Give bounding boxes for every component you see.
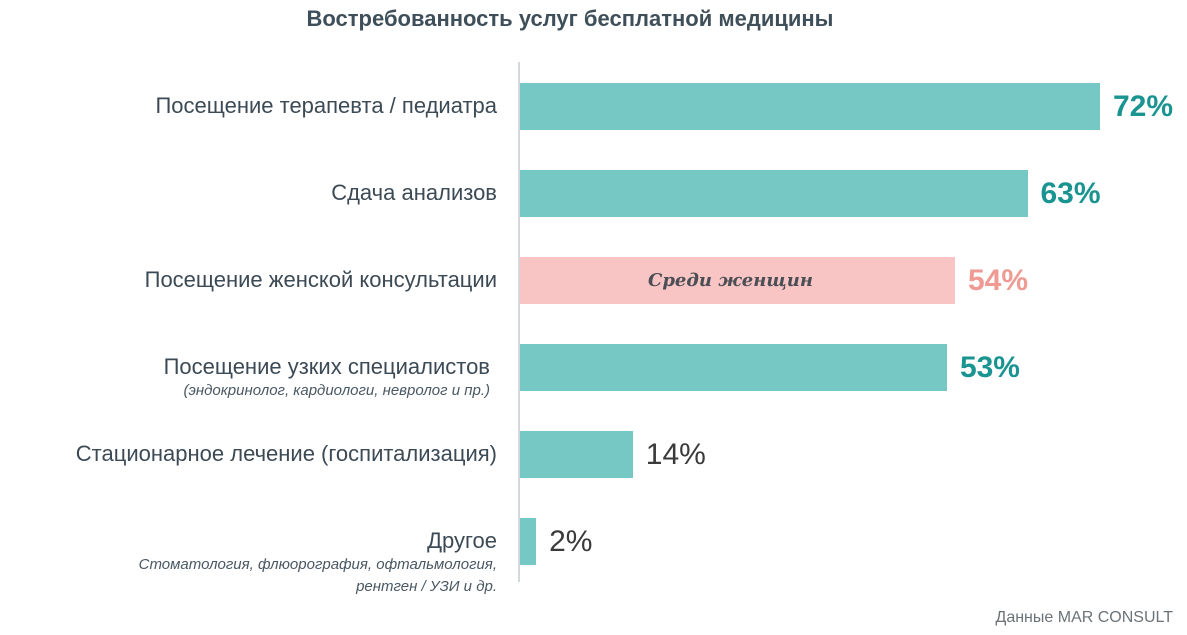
category-label-text: Сдача анализов (331, 180, 497, 205)
category-label-text: Стационарное лечение (госпитализация) (75, 441, 497, 466)
source-note: Данные MAR CONSULT (995, 609, 1173, 626)
category-label-text: Посещение узких специалистов (163, 354, 490, 379)
category-sublabel: Стоматология, флюорография, офтальмологи… (138, 556, 497, 573)
data-label: 63% (1040, 176, 1101, 210)
category-label: Другое Стоматология, флюорография, офталь… (139, 528, 497, 598)
category-label: Посещение женской консультации (145, 267, 497, 293)
bar (520, 343, 947, 391)
category-axis-line (518, 62, 520, 582)
data-label: 72% (1113, 89, 1174, 123)
bar (520, 169, 1028, 217)
data-label: 53% (959, 350, 1020, 384)
category-label: Посещение терапевта / педиатра (155, 93, 497, 119)
category-sublabel: (эндокринолог, кардиологи, невролог и пр… (183, 382, 490, 399)
category-label: Посещение узких специалистов (эндокриноло… (164, 354, 490, 402)
category-label-text: Посещение терапевта / педиатра (155, 93, 497, 118)
data-label: 54% (968, 263, 1029, 297)
category-label-text: Посещение женской консультации (144, 267, 497, 292)
category-label: Стационарное лечение (госпитализация) (76, 441, 497, 467)
category-label: Сдача анализов (331, 180, 497, 206)
bar (520, 430, 633, 478)
chart-title: Востребованность услуг бесплатной медици… (306, 6, 834, 31)
bar (520, 82, 1100, 130)
category-label-text: Другое (427, 528, 497, 553)
category-sublabel: рентген / УЗИ и др. (356, 578, 497, 595)
bar (520, 517, 537, 565)
data-label: 14% (645, 437, 706, 471)
data-label: 2% (549, 524, 593, 558)
bar (520, 256, 955, 304)
bar-note: Среди женщин (648, 269, 813, 291)
